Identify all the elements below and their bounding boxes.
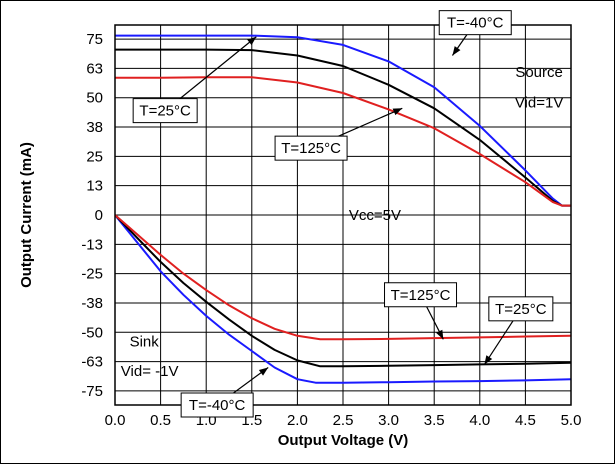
annotation-arrowhead	[484, 355, 493, 365]
annotation-label: T=125°C	[281, 140, 341, 157]
y-tick-label: 0	[95, 207, 103, 224]
series-line-3	[115, 214, 571, 384]
annotation-box	[438, 10, 512, 36]
annotation-arrowhead	[258, 367, 269, 376]
y-tick-label: -50	[81, 324, 103, 341]
x-tick-label: 2.5	[333, 412, 354, 429]
x-tick-label: 5.0	[561, 412, 582, 429]
annotation-label: Vid= -1V	[121, 363, 179, 380]
y-tick-label: 75	[86, 31, 103, 48]
y-tick-label: 63	[86, 60, 103, 77]
annotation-arrowhead	[247, 36, 257, 46]
annotation-label: T=25°C	[139, 103, 191, 120]
annotation-label: Vcc=5V	[349, 207, 401, 224]
y-tick-label: 13	[86, 178, 103, 195]
annotation-box	[384, 282, 458, 308]
y-tick-label: 38	[86, 119, 103, 136]
annotation-arrowhead	[452, 46, 461, 56]
y-tick-label: -63	[81, 354, 103, 371]
series-line-4	[115, 214, 571, 368]
annotation-arrowhead	[436, 329, 444, 340]
x-axis-label: Output Voltage (V)	[278, 432, 409, 449]
y-tick-labels: 75 63 50 38 25 13 0 -13 -25 -38 -50 -63 -75	[81, 31, 103, 400]
annotation-label: T=-40°C	[189, 397, 246, 414]
annotation-label: T=25°C	[495, 301, 547, 318]
y-tick-label: -13	[81, 236, 103, 253]
annotations: T=-40°C Source Vid=1V T=25°C T=125°C Vcc=5V T=…	[121, 10, 564, 418]
plot-area-border	[114, 24, 572, 406]
y-tick-label: 25	[86, 148, 103, 165]
annotation-label: Sink	[130, 334, 160, 351]
x-tick-label: 3.5	[424, 412, 445, 429]
y-tick-label: -75	[81, 383, 103, 400]
series-line-5	[115, 214, 571, 341]
annotation-label: T=-40°C	[447, 15, 504, 32]
y-tick-label: -38	[81, 295, 103, 312]
x-tick-label: 4.5	[515, 412, 536, 429]
x-tick-label: 0.5	[150, 412, 171, 429]
annotation-box	[274, 135, 348, 161]
x-tick-label: 2.0	[287, 412, 308, 429]
y-axis-label: Output Current (mA)	[18, 142, 35, 288]
annotation-label: Vid=1V	[515, 94, 564, 111]
annotation-box	[180, 392, 254, 418]
x-tick-labels: 0.0 0.5 1.0 1.5 2.0 2.5 3.0 3.5 4.0 4.5 5.0	[105, 412, 582, 429]
annotation-box	[132, 98, 198, 124]
x-tick-label: 4.0	[469, 412, 490, 429]
x-tick-label: 0.0	[105, 412, 126, 429]
y-tick-label: 50	[86, 90, 103, 107]
x-tick-label: 3.0	[378, 412, 399, 429]
y-tick-label: -25	[81, 266, 103, 283]
series-line-0	[115, 34, 571, 207]
annotation-box	[488, 296, 554, 322]
annotation-arrowhead	[392, 108, 403, 116]
grid	[114, 25, 572, 405]
annotation-label: T=125°C	[391, 287, 451, 304]
annotation-label: Source	[515, 64, 563, 81]
